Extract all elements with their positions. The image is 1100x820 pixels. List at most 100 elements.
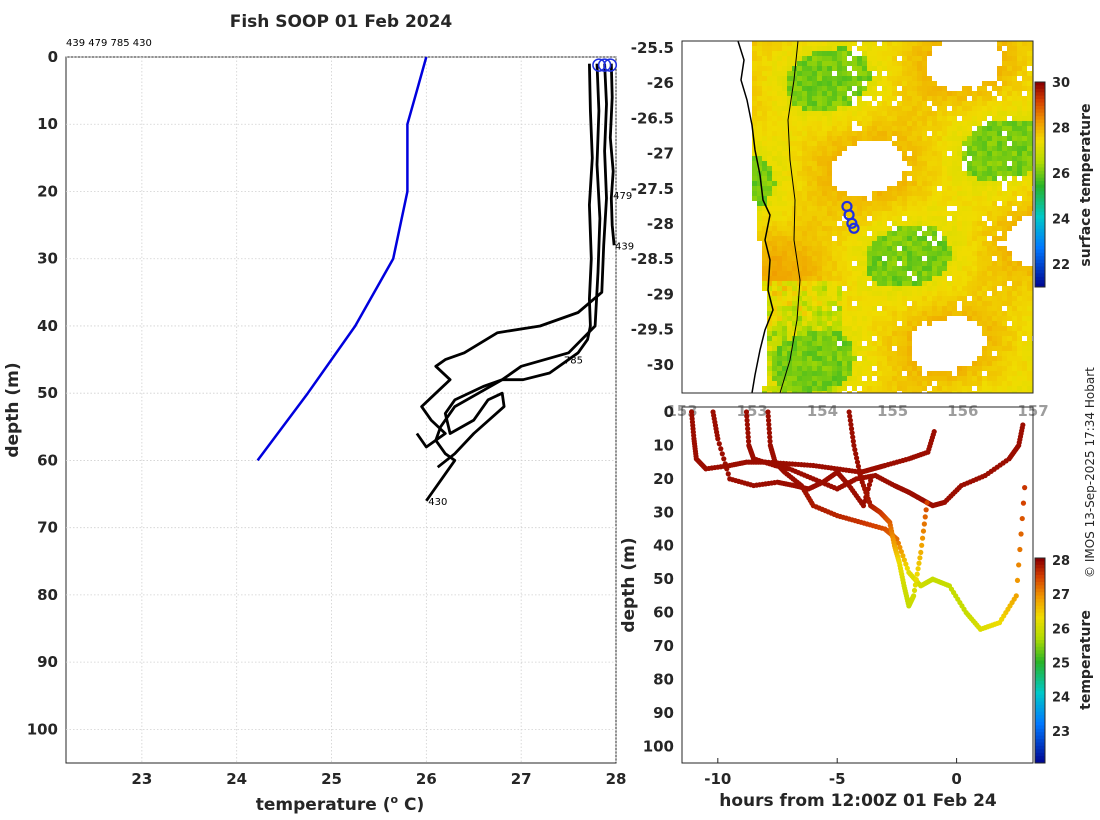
sst-cell	[972, 166, 977, 171]
sst-colorbar-segment	[1035, 129, 1045, 134]
sst-cell	[772, 61, 777, 66]
map-lat-tick-label: -28	[647, 215, 674, 233]
sst-cell	[772, 81, 777, 86]
sst-cell	[892, 41, 897, 46]
sst-cell	[947, 211, 952, 216]
sst-cell	[777, 216, 782, 221]
sst-cell	[952, 286, 957, 291]
sst-cell	[952, 116, 957, 121]
sst-cell	[1002, 231, 1007, 236]
sst-cell	[1017, 41, 1022, 46]
sst-cell	[792, 386, 797, 391]
sst-cell	[887, 131, 892, 136]
sst-cell	[1027, 136, 1032, 141]
sst-cell	[897, 266, 902, 271]
sst-cell	[957, 146, 962, 151]
sst-cell	[882, 56, 887, 61]
section-y-tick-label: 60	[653, 604, 674, 622]
sst-cell	[1027, 276, 1032, 281]
sst-colorbar-segment	[1035, 208, 1045, 213]
sst-cell	[887, 281, 892, 286]
sst-colorbar-frame	[1034, 81, 1046, 288]
sst-cell	[942, 126, 947, 131]
sst-cell	[802, 121, 807, 126]
sst-cell	[832, 281, 837, 286]
sst-cell	[772, 311, 777, 316]
temperature-colorbar-segment	[1035, 616, 1045, 620]
sst-cell	[757, 236, 762, 241]
sst-cell	[847, 41, 852, 46]
sst-cell	[972, 141, 977, 146]
sst-cell	[912, 91, 917, 96]
sst-cell	[892, 46, 897, 51]
sst-cell	[947, 201, 952, 206]
sst-cell	[922, 116, 927, 121]
sst-cell	[792, 41, 797, 46]
sst-cell	[847, 331, 852, 336]
sst-cell	[817, 116, 822, 121]
temperature-colorbar-segment	[1035, 698, 1045, 702]
sst-cell	[892, 141, 897, 146]
sst-cell	[792, 376, 797, 381]
sst-cell	[922, 101, 927, 106]
sst-cell	[812, 136, 817, 141]
sst-cell	[827, 356, 832, 361]
sst-cell	[762, 51, 767, 56]
sst-cell	[1012, 366, 1017, 371]
sst-cell	[802, 71, 807, 76]
sst-cell	[1012, 196, 1017, 201]
sst-cell	[842, 356, 847, 361]
sst-colorbar-segment	[1035, 174, 1045, 179]
sst-cell	[872, 126, 877, 131]
sst-cell	[752, 76, 757, 81]
sst-cell	[807, 101, 812, 106]
sst-cell	[802, 261, 807, 266]
sst-cell	[777, 51, 782, 56]
sst-cell	[842, 246, 847, 251]
temperature-colorbar-segment	[1035, 578, 1045, 583]
sst-cell	[807, 66, 812, 71]
sst-cell	[972, 156, 977, 161]
sst-cell	[982, 196, 987, 201]
sst-cell	[822, 366, 827, 371]
sst-colorbar-tick-label: 22	[1052, 258, 1070, 273]
sst-cell	[987, 311, 992, 316]
sst-cell	[832, 381, 837, 386]
sst-cell	[882, 46, 887, 51]
sst-cell	[762, 276, 767, 281]
sst-cell	[817, 376, 822, 381]
sst-cell	[1017, 191, 1022, 196]
profile-y-tick-label: 60	[37, 451, 58, 469]
sst-cell	[832, 266, 837, 271]
sst-cell	[917, 86, 922, 91]
sst-cell	[842, 281, 847, 286]
sst-cell	[817, 336, 822, 341]
sst-cell	[992, 331, 997, 336]
sst-cell	[867, 131, 872, 136]
sst-cell	[942, 91, 947, 96]
sst-cell	[877, 256, 882, 261]
sst-cell	[857, 246, 862, 251]
sst-cell	[787, 71, 792, 76]
sst-cell	[887, 356, 892, 361]
sst-cell	[952, 246, 957, 251]
sst-cell	[1012, 371, 1017, 376]
sst-cell	[927, 276, 932, 281]
sst-cell	[947, 191, 952, 196]
sst-cell	[942, 266, 947, 271]
sst-cell	[932, 276, 937, 281]
sst-cell	[807, 126, 812, 131]
sst-cell	[767, 341, 772, 346]
sst-cell	[987, 191, 992, 196]
sst-cell	[1007, 316, 1012, 321]
sst-cell	[877, 81, 882, 86]
sst-cell	[1017, 86, 1022, 91]
sst-cell	[762, 241, 767, 246]
sst-cell	[787, 226, 792, 231]
sst-cell	[927, 161, 932, 166]
sst-cell	[817, 341, 822, 346]
sst-cell	[907, 391, 912, 393]
sst-cell	[802, 191, 807, 196]
sst-cell	[977, 316, 982, 321]
sst-cell	[852, 226, 857, 231]
